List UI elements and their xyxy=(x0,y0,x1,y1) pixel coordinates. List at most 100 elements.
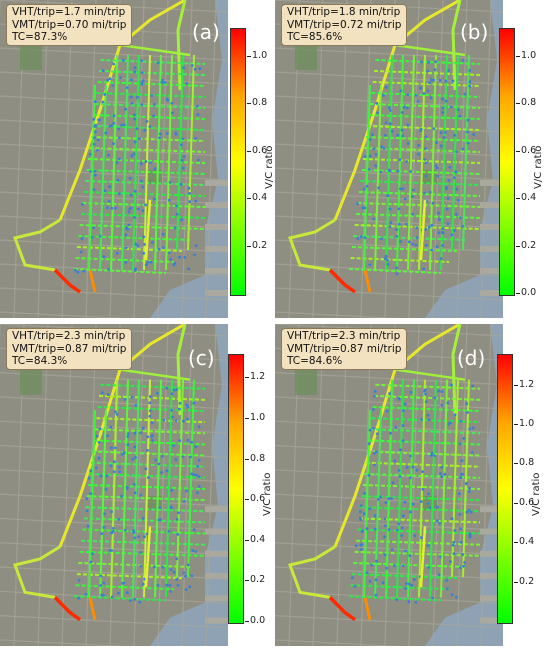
network-node xyxy=(463,92,467,96)
street-link xyxy=(385,54,393,271)
map-street xyxy=(133,0,145,318)
network-node xyxy=(133,269,137,272)
network-node xyxy=(141,517,145,520)
network-node xyxy=(383,553,387,556)
network-node xyxy=(443,131,447,134)
network-node xyxy=(134,404,138,407)
network-node xyxy=(106,393,110,396)
colorbar-tick-label: 0.8 xyxy=(515,97,537,108)
colorbar-tick-label: 0.2 xyxy=(513,575,535,587)
map-street xyxy=(408,0,420,318)
network-node xyxy=(111,526,115,530)
network-node xyxy=(126,435,130,438)
network-node xyxy=(97,118,100,122)
network-node xyxy=(118,466,121,469)
network-node xyxy=(405,582,408,586)
network-node xyxy=(174,458,178,461)
network-node xyxy=(373,514,377,517)
street-link xyxy=(110,379,118,598)
park-area xyxy=(295,364,317,395)
network-node xyxy=(103,93,107,96)
network-node xyxy=(124,233,128,237)
network-node xyxy=(169,505,173,509)
network-node xyxy=(185,403,189,407)
network-node xyxy=(133,140,137,144)
network-node xyxy=(363,492,366,495)
network-node xyxy=(140,179,143,183)
park-area xyxy=(20,364,42,395)
street-link xyxy=(121,54,129,271)
network-node xyxy=(113,460,116,464)
street-link xyxy=(154,54,162,271)
network-node xyxy=(157,462,161,466)
network-node xyxy=(431,201,435,205)
network-node xyxy=(411,195,414,199)
network-node xyxy=(363,236,367,240)
network-node xyxy=(192,473,196,477)
network-node xyxy=(144,203,148,207)
network-node xyxy=(399,240,402,243)
network-node xyxy=(424,244,428,247)
network-node xyxy=(405,160,408,163)
map-street xyxy=(275,239,503,253)
map-street xyxy=(275,95,503,109)
network-node xyxy=(117,136,121,140)
street-link xyxy=(96,417,206,424)
network-node xyxy=(438,79,442,82)
pier xyxy=(205,202,228,208)
map-street xyxy=(181,324,193,646)
network-node xyxy=(152,565,156,569)
network-node xyxy=(142,251,146,255)
network-node xyxy=(118,192,121,196)
network-node xyxy=(151,241,154,244)
network-node xyxy=(123,398,127,401)
network-node xyxy=(150,421,154,425)
network-node xyxy=(134,242,138,246)
network-node xyxy=(171,415,175,419)
map-street xyxy=(336,324,348,646)
network-node xyxy=(466,411,469,414)
network-node xyxy=(150,94,154,97)
highway-link xyxy=(451,0,462,91)
network-node xyxy=(141,185,145,189)
street-link xyxy=(100,383,206,390)
network-node xyxy=(81,203,84,206)
network-node xyxy=(123,528,127,532)
colorbar-gradient xyxy=(499,28,515,296)
network-node xyxy=(375,101,379,105)
network-node xyxy=(462,437,466,440)
pier xyxy=(205,595,228,602)
map-street xyxy=(37,324,49,646)
network-node xyxy=(118,157,121,161)
network-node xyxy=(413,534,417,537)
network-node xyxy=(92,188,96,192)
network-node xyxy=(121,59,125,62)
network-node xyxy=(468,486,471,490)
network-node xyxy=(401,439,405,443)
network-node xyxy=(411,212,415,216)
network-node xyxy=(144,160,148,163)
map-street xyxy=(0,95,228,109)
network-node xyxy=(146,260,150,264)
network-node xyxy=(174,419,178,423)
network-node xyxy=(126,432,130,435)
network-node xyxy=(446,401,450,405)
street-link xyxy=(385,379,393,598)
map-street xyxy=(0,420,228,434)
network-node xyxy=(441,106,445,110)
network-node xyxy=(108,77,112,80)
network-node xyxy=(397,207,401,211)
network-node xyxy=(149,260,153,264)
network-node xyxy=(167,529,171,533)
info-box-c: VHT/trip=2.3 min/trip VMT/trip=0.87 mi/t… xyxy=(6,328,133,370)
street-link xyxy=(363,84,371,271)
network-node xyxy=(455,150,459,154)
network-node xyxy=(420,418,423,421)
network-node xyxy=(427,418,431,422)
colorbar-gradient xyxy=(497,354,513,624)
network-node xyxy=(155,392,159,395)
network-node xyxy=(454,170,458,174)
network-node xyxy=(404,549,407,553)
network-node xyxy=(198,67,202,70)
network-node xyxy=(190,64,194,67)
